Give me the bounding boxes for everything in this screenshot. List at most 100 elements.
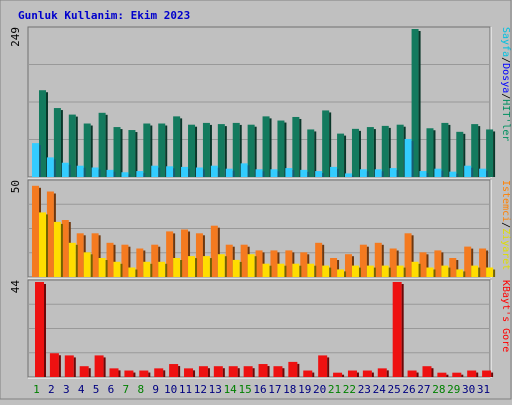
day-label: 28 — [432, 383, 445, 396]
day-label: 6 — [108, 383, 115, 396]
bar-0-a-11 — [188, 124, 198, 177]
bar-1-a-24 — [381, 265, 391, 277]
bar-1-a-22 — [351, 265, 361, 277]
day-label: 5 — [93, 383, 100, 396]
bar-1-a-17 — [277, 263, 287, 277]
bar-0-a-2 — [53, 108, 63, 177]
day-label: 14 — [224, 383, 238, 396]
bar-1-a-10 — [173, 258, 183, 277]
bar-0-b-19 — [300, 169, 310, 177]
day-label: 13 — [209, 383, 222, 396]
bar-0-b-25 — [389, 168, 399, 177]
day-label: 11 — [179, 383, 192, 396]
bar-2-21 — [333, 372, 345, 377]
bar-2-5 — [94, 355, 106, 377]
bar-0-b-21 — [330, 166, 340, 177]
bar-1-a-3 — [68, 242, 78, 277]
bar-1-b-10 — [166, 231, 176, 277]
bar-2-23 — [362, 370, 374, 377]
bar-1-a-12 — [202, 256, 212, 277]
bar-1-a-29 — [456, 269, 466, 277]
bar-0-b-6 — [106, 169, 116, 177]
bar-0-a-13 — [217, 124, 227, 177]
bar-0-b-27 — [419, 171, 429, 177]
bar-1-a-28 — [441, 265, 451, 277]
legend-separator: / — [500, 222, 511, 228]
bar-1-a-14 — [232, 259, 242, 277]
bar-0-a-20 — [322, 110, 332, 177]
bar-2-12 — [198, 366, 210, 377]
day-label: 2 — [48, 383, 55, 396]
bar-1-b-5 — [91, 233, 101, 277]
bar-0-b-1 — [32, 143, 41, 177]
bar-1-b-25 — [389, 248, 399, 277]
legend: KBayt's Gore — [500, 280, 511, 352]
bar-0-a-9 — [158, 123, 168, 177]
day-label: 30 — [462, 383, 475, 396]
bar-0-a-22 — [351, 128, 361, 177]
bar-2-14 — [228, 366, 240, 377]
bar-0-b-4 — [76, 165, 86, 177]
bar-2-24 — [377, 368, 389, 377]
day-label: 7 — [123, 383, 130, 396]
bar-0-b-11 — [181, 166, 191, 177]
legend-entry: Dosya — [500, 63, 511, 93]
bar-0-a-19 — [307, 129, 317, 177]
bar-2-10 — [169, 364, 181, 377]
bar-0-b-7 — [121, 172, 131, 177]
bar-0-a-12 — [202, 122, 212, 177]
bar-0-a-28 — [441, 122, 451, 177]
bar-2-28 — [437, 372, 449, 377]
bar-0-b-22 — [344, 173, 354, 177]
bar-0-b-14 — [225, 168, 235, 177]
bar-1-a-23 — [366, 265, 376, 277]
bar-0-a-16 — [262, 116, 272, 177]
day-label: 15 — [238, 383, 251, 396]
bar-2-8 — [139, 370, 151, 377]
bar-1-b-29 — [449, 258, 459, 277]
bar-0-a-1 — [39, 90, 48, 177]
day-label: 3 — [63, 383, 70, 396]
bar-1-b-21 — [330, 258, 340, 277]
bar-2-11 — [184, 368, 196, 377]
bar-1-b-7 — [121, 244, 131, 277]
bar-1-a-25 — [396, 265, 406, 277]
bar-2-22 — [347, 370, 359, 377]
bar-0-b-16 — [255, 169, 265, 177]
y-max-label: 50 — [9, 180, 22, 193]
legend-entry: Sayfa — [500, 27, 511, 57]
day-label: 24 — [373, 383, 387, 396]
bar-1-a-4 — [83, 252, 93, 277]
panel-2: 50 Istemci/Ziyaret — [9, 179, 511, 279]
bar-2-31 — [482, 370, 494, 377]
bar-0-b-3 — [61, 162, 71, 177]
bar-1-a-2 — [53, 221, 63, 277]
bar-2-17 — [273, 366, 285, 377]
bar-0-b-12 — [195, 167, 205, 177]
day-label: 27 — [417, 383, 430, 396]
bar-0-a-21 — [337, 133, 347, 177]
bar-1-a-15 — [247, 254, 257, 277]
day-label: 20 — [313, 383, 326, 396]
day-label: 1 — [33, 383, 40, 396]
bar-2-13 — [213, 366, 225, 377]
bar-1-b-23 — [359, 244, 369, 277]
bar-0-b-10 — [166, 166, 176, 177]
legend: Istemci/Ziyaret — [500, 180, 511, 270]
chart-title: Gunluk Kullanim: Ekim 2023 — [18, 9, 190, 22]
bar-1-a-16 — [262, 263, 272, 277]
bar-1-b-30 — [464, 246, 474, 277]
bar-1-b-28 — [434, 250, 444, 277]
bar-0-a-8 — [143, 123, 153, 177]
bar-0-b-13 — [210, 165, 220, 177]
bar-2-26 — [407, 370, 419, 377]
bar-0-b-5 — [91, 167, 101, 177]
bar-2-15 — [243, 366, 255, 377]
day-label: 26 — [402, 383, 415, 396]
bar-2-4 — [79, 366, 91, 377]
day-label: 19 — [298, 383, 311, 396]
bar-0-b-30 — [464, 165, 474, 177]
bar-2-2 — [49, 353, 61, 377]
